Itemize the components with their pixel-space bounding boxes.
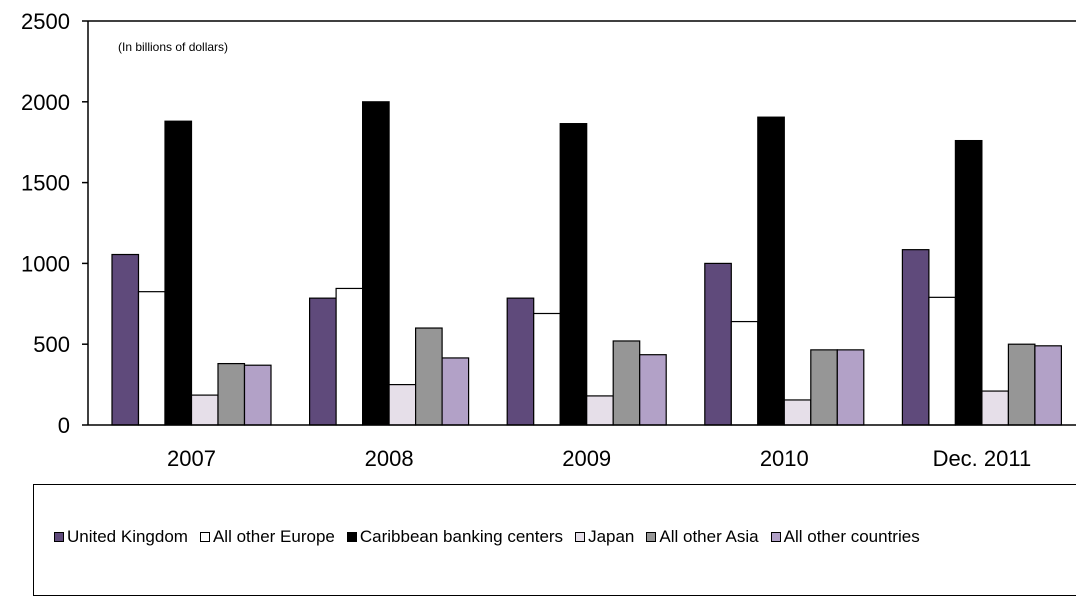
bar — [981, 390, 1010, 426]
bar — [836, 349, 865, 426]
x-axis: 2007 2008 2009 2010 Dec. 2011 — [88, 424, 1076, 471]
legend-item: All other Asia — [646, 527, 759, 547]
legend-item: All other countries — [770, 527, 920, 547]
legend-label: All other countries — [783, 527, 920, 546]
x-tick-label: Dec. 2011 — [933, 446, 1032, 471]
plot-area — [88, 20, 1076, 426]
legend-swatch — [54, 532, 64, 542]
x-tick-label: 2009 — [562, 446, 611, 471]
bar — [954, 139, 983, 426]
bar — [415, 327, 443, 426]
x-tick-label: 2010 — [760, 446, 809, 471]
bar — [1007, 343, 1036, 426]
bar — [111, 253, 140, 426]
legend-swatch — [646, 532, 657, 542]
legend: United Kingdom All other Europe Caribbean … — [33, 484, 1076, 596]
y-tick-label: 1000 — [21, 251, 70, 276]
bar — [810, 349, 838, 426]
y-tick-label: 1500 — [21, 171, 70, 196]
bar — [137, 291, 166, 426]
bar — [559, 123, 588, 426]
bar — [704, 262, 732, 426]
legend-swatch — [346, 532, 357, 542]
bar — [730, 320, 759, 426]
bar — [928, 296, 957, 426]
bar — [441, 357, 470, 426]
bar — [783, 399, 812, 426]
y-tick-label: 500 — [33, 332, 70, 357]
bar — [586, 395, 614, 426]
bar — [362, 101, 390, 426]
bar — [506, 297, 535, 426]
bar — [243, 364, 272, 426]
bar — [164, 120, 193, 426]
legend-swatch — [575, 532, 586, 542]
legend-item: Caribbean banking centers — [346, 527, 564, 547]
legend-swatch — [199, 532, 210, 542]
bar — [217, 362, 246, 426]
legend-label: Caribbean banking centers — [359, 527, 564, 546]
legend-label: All other Europe — [212, 527, 335, 546]
legend-swatch — [770, 532, 781, 542]
bar — [612, 340, 641, 426]
chart-subtitle: (In billions of dollars) — [118, 40, 228, 54]
x-tick-label: 2007 — [167, 446, 216, 471]
y-tick-label: 0 — [58, 413, 70, 438]
bar — [388, 384, 417, 426]
bar-chart: 0 500 1000 1500 2000 2500 2007 2008 2009 2010 Dec… — [21, 9, 1076, 471]
legend-item: Japan — [575, 527, 634, 547]
bar — [533, 312, 561, 426]
bar — [190, 394, 219, 426]
x-tick-label: 2008 — [365, 446, 414, 471]
bar — [639, 354, 667, 426]
bar — [757, 116, 785, 426]
legend-item: All other Europe — [199, 527, 335, 547]
legend-item: United Kingdom — [54, 527, 188, 547]
bar — [309, 297, 337, 426]
y-tick-label: 2500 — [21, 9, 70, 34]
legend-label: Japan — [588, 527, 635, 546]
y-tick-label: 2000 — [21, 90, 70, 115]
legend-label: All other Asia — [659, 527, 759, 546]
bar — [901, 249, 930, 426]
bar — [335, 287, 364, 426]
legend-label: United Kingdom — [67, 527, 188, 546]
y-axis: 0 500 1000 1500 2000 2500 — [21, 9, 89, 438]
legend-row: United Kingdom All other Europe Caribbean … — [54, 527, 932, 547]
bar — [1034, 345, 1063, 426]
